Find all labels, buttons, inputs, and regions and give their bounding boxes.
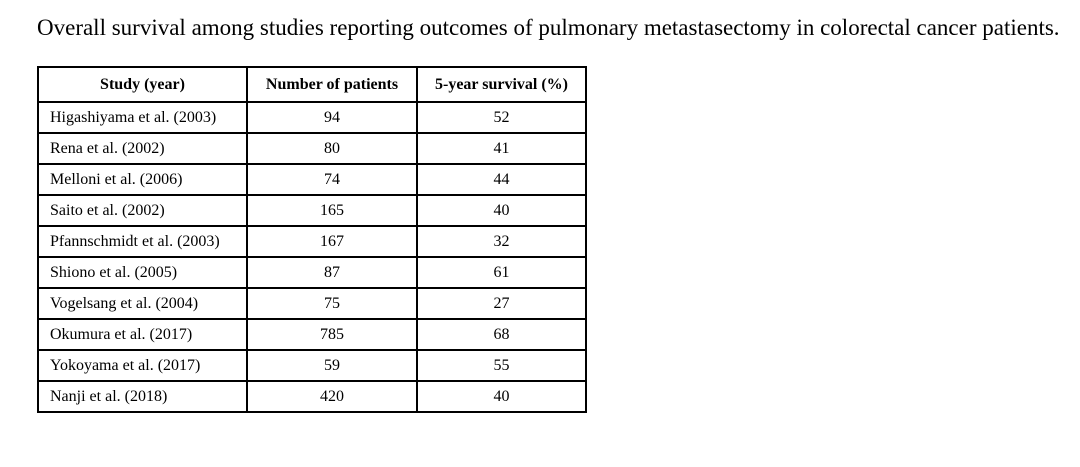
table-row: Saito et al. (2002) 165 40: [37, 194, 587, 227]
study-cell: Melloni et al. (2006): [37, 163, 248, 196]
survival-cell: 41: [416, 132, 587, 165]
table-row: Rena et al. (2002) 80 41: [37, 132, 587, 165]
table-row: Pfannschmidt et al. (2003) 167 32: [37, 225, 587, 258]
survival-cell: 52: [416, 101, 587, 134]
study-cell: Rena et al. (2002): [37, 132, 248, 165]
table-caption: Overall survival among studies reporting…: [37, 15, 1060, 40]
header-row: Study (year) Number of patients 5-year s…: [37, 66, 587, 103]
survival-cell: 68: [416, 318, 587, 351]
table-row: Vogelsang et al. (2004) 75 27: [37, 287, 587, 320]
survival-cell: 61: [416, 256, 587, 289]
patients-cell: 420: [246, 380, 418, 413]
patients-cell: 785: [246, 318, 418, 351]
study-cell: Shiono et al. (2005): [37, 256, 248, 289]
table-row: Shiono et al. (2005) 87 61: [37, 256, 587, 289]
patients-cell: 167: [246, 225, 418, 258]
patients-cell: 59: [246, 349, 418, 382]
table-body: Higashiyama et al. (2003) 94 52 Rena et …: [37, 101, 587, 413]
table-row: Yokoyama et al. (2017) 59 55: [37, 349, 587, 382]
study-cell: Yokoyama et al. (2017): [37, 349, 248, 382]
table-header: Study (year) Number of patients 5-year s…: [37, 66, 587, 103]
table-row: Okumura et al. (2017) 785 68: [37, 318, 587, 351]
header-study: Study (year): [37, 66, 248, 103]
patients-cell: 94: [246, 101, 418, 134]
patients-cell: 74: [246, 163, 418, 196]
survival-cell: 44: [416, 163, 587, 196]
patients-cell: 80: [246, 132, 418, 165]
patients-cell: 165: [246, 194, 418, 227]
table-row: Melloni et al. (2006) 74 44: [37, 163, 587, 196]
survival-table: Study (year) Number of patients 5-year s…: [37, 66, 587, 413]
header-survival: 5-year survival (%): [416, 66, 587, 103]
survival-cell: 27: [416, 287, 587, 320]
survival-cell: 40: [416, 194, 587, 227]
survival-cell: 40: [416, 380, 587, 413]
patients-cell: 87: [246, 256, 418, 289]
study-cell: Higashiyama et al. (2003): [37, 101, 248, 134]
table-row: Higashiyama et al. (2003) 94 52: [37, 101, 587, 134]
study-cell: Okumura et al. (2017): [37, 318, 248, 351]
table-row: Nanji et al. (2018) 420 40: [37, 380, 587, 413]
patients-cell: 75: [246, 287, 418, 320]
study-cell: Pfannschmidt et al. (2003): [37, 225, 248, 258]
survival-cell: 32: [416, 225, 587, 258]
study-cell: Vogelsang et al. (2004): [37, 287, 248, 320]
header-patients: Number of patients: [246, 66, 418, 103]
survival-cell: 55: [416, 349, 587, 382]
study-cell: Saito et al. (2002): [37, 194, 248, 227]
study-cell: Nanji et al. (2018): [37, 380, 248, 413]
